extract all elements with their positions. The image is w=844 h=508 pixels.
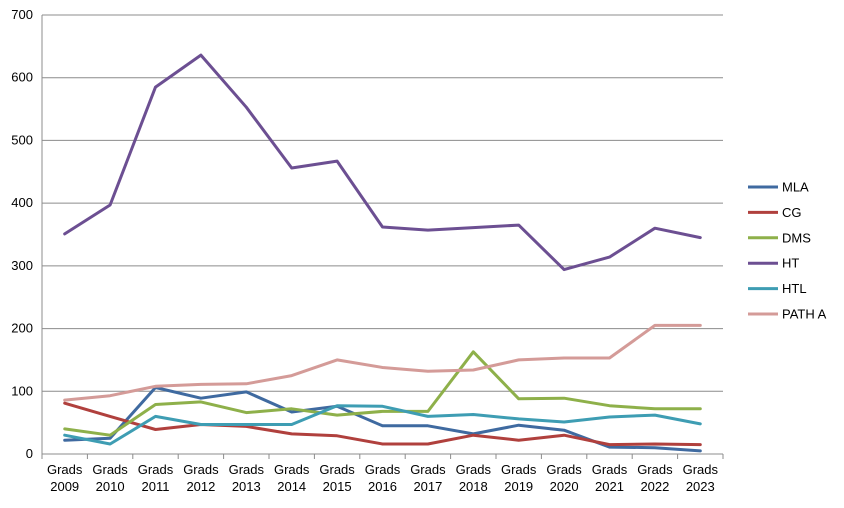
y-tick-label: 700: [11, 7, 33, 22]
x-tick-label-line: Grads: [410, 462, 446, 477]
x-tick-label: Grads 2015: [319, 462, 355, 494]
legend-label: MLA: [782, 180, 809, 195]
x-tick-label: Grads 2022: [637, 462, 673, 494]
series-line-ht: [63, 53, 702, 272]
series-line-cg: [63, 401, 702, 447]
x-tick-label: Grads 2020: [546, 462, 582, 494]
x-tick-label-line: 2016: [368, 479, 397, 494]
x-tick-label-line: 2015: [323, 479, 352, 494]
legend-label: HT: [782, 256, 799, 271]
legend-label: PATH A: [782, 307, 827, 322]
x-tick-label-line: 2023: [686, 479, 715, 494]
x-tick-label: Grads 2010: [92, 462, 128, 494]
gridlines: [42, 14, 723, 455]
x-tick-label-line: 2013: [232, 479, 261, 494]
x-tick-label-line: 2022: [640, 479, 669, 494]
x-tick-label-line: 2012: [186, 479, 215, 494]
x-tick-label-line: 2010: [96, 479, 125, 494]
x-tick-label: Grads 2014: [274, 462, 310, 494]
series-line-dms: [63, 350, 702, 437]
x-tick-label: Grads 2023: [683, 462, 719, 494]
legend-label: HTL: [782, 281, 807, 296]
x-tick-label-line: Grads: [319, 462, 355, 477]
x-tick-label: Grads 2011: [138, 462, 174, 494]
legend-label: DMS: [782, 230, 811, 245]
x-tick-label-line: Grads: [229, 462, 265, 477]
x-tick-label-line: 2019: [504, 479, 533, 494]
y-tick-label: 400: [11, 195, 33, 210]
y-tick-label: 100: [11, 383, 33, 398]
x-tick-label-line: Grads: [47, 462, 83, 477]
x-tick-label-line: Grads: [274, 462, 310, 477]
x-tick-label: Grads 2021: [592, 462, 628, 494]
x-tick-label-line: 2017: [413, 479, 442, 494]
x-tick-label: Grads 2012: [183, 462, 219, 494]
y-tick-label: 0: [26, 446, 33, 461]
y-tick-label: 300: [11, 258, 33, 273]
x-tick-label-line: Grads: [546, 462, 582, 477]
series-lines: [63, 53, 702, 453]
y-tick-label: 200: [11, 321, 33, 336]
x-tick-label: Grads 2018: [456, 462, 492, 494]
x-tick-label-line: 2021: [595, 479, 624, 494]
x-tick-label-line: Grads: [365, 462, 401, 477]
y-axis-tick-labels: 0 100 200 300 400 500 600 700: [11, 7, 33, 461]
x-tick-label-line: 2011: [142, 479, 170, 494]
legend-label: CG: [782, 205, 802, 220]
x-tick-label: Grads 2009: [47, 462, 83, 494]
x-tick-label-line: Grads: [592, 462, 628, 477]
x-tick-label-line: Grads: [138, 462, 174, 477]
x-tick-label: Grads 2019: [501, 462, 537, 494]
x-tick-label-line: 2020: [550, 479, 579, 494]
x-tick-label-line: Grads: [456, 462, 492, 477]
y-tick-label: 500: [11, 132, 33, 147]
series-line-mla: [63, 386, 702, 453]
x-tick-label: Grads 2016: [365, 462, 401, 494]
legend: MLA CG DMS HT HTL PATH A: [748, 180, 827, 322]
x-axis: [41, 15, 724, 459]
x-tick-label-line: Grads: [183, 462, 219, 477]
x-tick-label-line: Grads: [501, 462, 537, 477]
series-line-htl: [63, 404, 702, 446]
x-tick-label-line: Grads: [683, 462, 719, 477]
y-tick-label: 600: [11, 70, 33, 85]
x-tick-label-line: 2018: [459, 479, 488, 494]
x-tick-label-line: 2014: [277, 479, 306, 494]
x-tick-label-line: Grads: [92, 462, 128, 477]
x-tick-label-line: Grads: [637, 462, 673, 477]
x-tick-label: Grads 2013: [229, 462, 265, 494]
series-line-path-a: [63, 323, 702, 402]
x-tick-label-line: 2009: [50, 479, 79, 494]
x-tick-label: Grads 2017: [410, 462, 446, 494]
